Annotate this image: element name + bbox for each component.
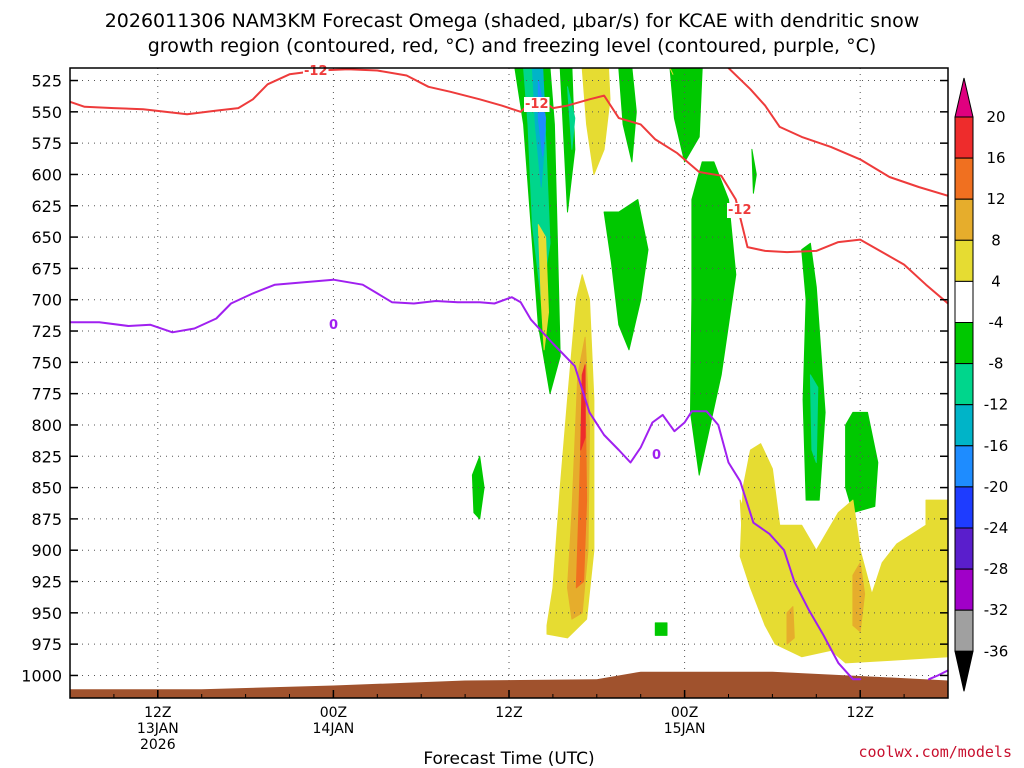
contour-label-bg — [727, 203, 753, 218]
colorbar-bin — [954, 445, 974, 488]
y-tick-label: 700 — [31, 291, 62, 310]
y-tick-label: 850 — [31, 479, 62, 498]
omega-region-7 — [618, 68, 637, 163]
y-tick-label: 650 — [31, 228, 62, 247]
colorbar-bin — [954, 363, 974, 406]
y-tick-label: 625 — [31, 197, 62, 216]
y-tick-label: 725 — [31, 322, 62, 341]
dgz-contour-label-3: -12 — [728, 203, 752, 218]
colorbar-top-arrow — [954, 77, 974, 118]
y-tick-label: 950 — [31, 604, 62, 623]
colorbar-tick-label: -32 — [984, 601, 1009, 619]
y-tick-label: 925 — [31, 573, 62, 592]
colorbar-tick-label: -24 — [984, 519, 1009, 537]
colorbar-bin — [954, 198, 974, 241]
x-tick-label: 12Z — [495, 705, 522, 721]
y-tick-label: 525 — [31, 72, 62, 91]
omega-region-11 — [801, 242, 826, 501]
y-tick-label: 975 — [31, 635, 62, 654]
x-tick-label: 00Z — [671, 705, 698, 721]
x-tick-label: 15JAN — [664, 721, 706, 737]
omega-region-12 — [809, 374, 819, 463]
colorbar-bin — [954, 157, 974, 200]
omega-region-13 — [845, 411, 879, 514]
contour-label-bg — [328, 318, 340, 333]
omega-region-8 — [669, 68, 703, 163]
omega-region-21 — [580, 364, 586, 451]
colorbar-tick-label: 20 — [986, 108, 1005, 126]
omega-region-5 — [567, 86, 576, 150]
x-tick-label: 12Z — [144, 705, 171, 721]
omega-region-17 — [537, 224, 549, 351]
colorbar-bin — [954, 486, 974, 529]
y-tick-label: 825 — [31, 447, 62, 466]
x-tick-label: 2026 — [140, 737, 176, 753]
dgz-contour-label-1: -12 — [304, 64, 328, 79]
x-tick-label: 12Z — [846, 705, 873, 721]
ground-layer — [70, 671, 948, 698]
omega-region-6 — [603, 199, 649, 351]
colorbar-bin — [954, 568, 974, 611]
colorbar-tick-label: 12 — [986, 190, 1005, 208]
contour-label-bg — [524, 97, 550, 112]
colorbar-bin — [954, 239, 974, 282]
freezing-level-label-2: 0 — [652, 448, 661, 463]
y-tick-label: 750 — [31, 353, 62, 372]
contour-label-bg — [651, 448, 663, 463]
omega-region-23 — [739, 443, 948, 664]
y-tick-label: 875 — [31, 510, 62, 529]
omega-region-26 — [739, 499, 750, 551]
colorbar-tick-label: 4 — [991, 272, 1001, 290]
y-tick-label: 775 — [31, 385, 62, 404]
colorbar-tick-label: 16 — [986, 149, 1005, 167]
y-tick-label: 600 — [31, 165, 62, 184]
colorbar-tick-label: -8 — [989, 355, 1004, 373]
omega-shading-layer — [471, 68, 948, 664]
chart-title-line2: growth region (contoured, red, °C) and f… — [148, 35, 877, 57]
colorbar-tick-label: -36 — [984, 642, 1009, 660]
y-tick-label: 550 — [31, 103, 62, 122]
colorbar-tick-label: -28 — [984, 560, 1009, 578]
y-tick-label: 675 — [31, 259, 62, 278]
x-tick-label: 00Z — [320, 705, 347, 721]
grid-layer — [70, 68, 948, 698]
omega-region-15 — [654, 622, 668, 636]
y-tick-label: 900 — [31, 541, 62, 560]
y-tick-label: 575 — [31, 134, 62, 153]
colorbar: 20 16 12 8 4 -4 -8 -12 -16 -20 -24 -28 -32 -36 — [954, 77, 1009, 692]
colorbar-bin — [954, 322, 974, 365]
chart-title-line1: 2026011306 NAM3KM Forecast Omega (shaded… — [105, 10, 920, 32]
colorbar-bin — [954, 527, 974, 570]
omega-region-24 — [786, 606, 795, 645]
y-tick-label: 800 — [31, 416, 62, 435]
x-tick-label: 13JAN — [137, 721, 179, 737]
omega-region-22 — [669, 68, 674, 75]
freezing-level-contour — [70, 278, 862, 681]
omega-region-9 — [690, 161, 737, 476]
freezing-level-label-1: 0 — [329, 318, 338, 333]
colorbar-tick-label: -4 — [989, 314, 1004, 332]
y-axis: 525 550 575 600 625 650 675 700 725 750 775 800 825 8… — [21, 72, 948, 685]
colorbar-bin — [954, 404, 974, 447]
ground-surface — [70, 671, 948, 698]
colorbar-tick-label: 8 — [991, 231, 1001, 249]
colorbar-bin — [954, 609, 974, 652]
y-tick-label: 1000 — [21, 666, 62, 685]
dgz-contour-label-2: -12 — [525, 97, 549, 112]
omega-region-10 — [751, 148, 757, 194]
omega-region-16 — [581, 68, 611, 175]
x-tick-label: 14JAN — [313, 721, 355, 737]
dgz-contour-upper — [727, 68, 948, 197]
colorbar-bottom-arrow — [954, 650, 974, 692]
credit-text: coolwx.com/models — [858, 743, 1012, 761]
colorbar-tick-label: -12 — [984, 396, 1009, 414]
freezing-level-contour-tail — [928, 669, 948, 681]
colorbar-tick-label: -16 — [984, 437, 1009, 455]
colorbar-bin — [954, 116, 974, 159]
x-axis-label: Forecast Time (UTC) — [423, 749, 594, 768]
colorbar-bin — [954, 280, 974, 323]
colorbar-tick-label: -20 — [984, 478, 1009, 496]
